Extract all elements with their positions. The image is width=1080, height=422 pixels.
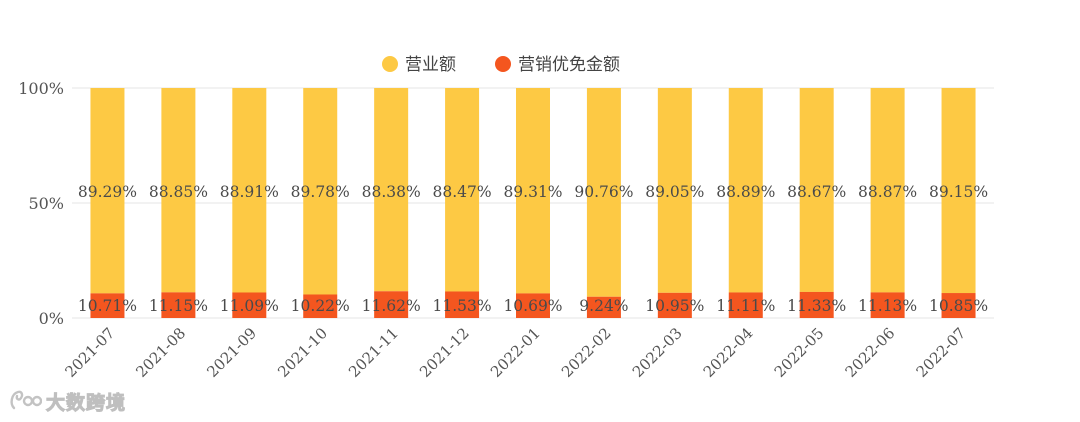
bar-marketing-discount[interactable] <box>728 292 763 318</box>
y-tick-label: 100% <box>18 79 64 98</box>
y-tick-label: 50% <box>28 194 64 213</box>
y-tick-label: 0% <box>39 309 64 328</box>
bar-marketing-discount[interactable] <box>161 292 196 318</box>
x-tick-label: 2021-07 <box>61 324 118 381</box>
x-tick-label: 2022-03 <box>629 324 686 381</box>
x-tick-label: 2021-09 <box>203 324 260 381</box>
bar-marketing-discount[interactable] <box>232 292 267 318</box>
bar-revenue[interactable] <box>657 88 692 293</box>
data-label-revenue: 88.91% <box>220 183 279 201</box>
bar-marketing-discount[interactable] <box>303 294 338 318</box>
watermark-text: 大数跨境 <box>45 391 127 414</box>
data-label-revenue: 88.85% <box>149 183 208 201</box>
x-tick-label: 2021-10 <box>274 324 331 381</box>
bar-marketing-discount[interactable] <box>586 296 621 318</box>
bar-revenue[interactable] <box>870 88 905 293</box>
data-label-marketing-discount: 11.33% <box>787 297 846 315</box>
x-tick-label: 2021-12 <box>416 324 473 381</box>
data-label-marketing-discount: 10.85% <box>929 297 988 315</box>
y-axis: 0% 50% 100% <box>18 79 64 328</box>
x-axis: 2021-07 2021-08 2021-09 2021-10 2021-11 2021-… <box>61 324 969 381</box>
bar-revenue[interactable] <box>90 88 125 294</box>
data-label-revenue: 89.05% <box>645 183 704 201</box>
bar-marketing-discount[interactable] <box>870 292 905 318</box>
data-label-marketing-discount: 9.24% <box>579 297 628 315</box>
bar-revenue[interactable] <box>445 88 480 292</box>
data-label-revenue: 88.67% <box>787 183 846 201</box>
data-label-marketing-discount: 10.71% <box>78 297 137 315</box>
legend-marker-icon <box>495 56 511 72</box>
bar-marketing-discount[interactable] <box>445 291 480 318</box>
bar-revenue[interactable] <box>303 88 338 295</box>
chart-bars <box>90 88 976 318</box>
bar-revenue[interactable] <box>232 88 267 293</box>
x-tick-label: 2022-06 <box>842 324 899 381</box>
legend-label: 营业额 <box>405 55 456 75</box>
data-label-revenue: 88.89% <box>716 183 775 201</box>
bar-revenue[interactable] <box>161 88 196 293</box>
data-label-marketing-discount: 11.11% <box>716 297 775 315</box>
data-label-revenue: 89.78% <box>291 183 350 201</box>
data-label-revenue: 89.31% <box>503 183 562 201</box>
x-tick-label: 2022-04 <box>700 324 757 381</box>
data-label-marketing-discount: 11.13% <box>858 297 917 315</box>
x-tick-label: 2022-02 <box>558 324 615 381</box>
data-label-marketing-discount: 10.69% <box>503 297 562 315</box>
bar-revenue[interactable] <box>374 88 409 292</box>
data-label-revenue: 90.76% <box>574 183 633 201</box>
data-label-marketing-discount: 10.95% <box>645 297 704 315</box>
bar-marketing-discount[interactable] <box>90 293 125 318</box>
bar-marketing-discount[interactable] <box>516 293 550 318</box>
data-label-revenue: 88.38% <box>362 183 421 201</box>
x-tick-label: 2022-07 <box>913 324 970 381</box>
bar-revenue[interactable] <box>728 88 763 293</box>
data-label-revenue: 88.87% <box>858 183 917 201</box>
bar-revenue[interactable] <box>516 88 550 294</box>
chart-legend[interactable]: 营业额 营销优免金额 <box>382 55 620 75</box>
data-label-marketing-discount: 11.53% <box>433 297 492 315</box>
x-tick-label: 2022-01 <box>487 324 544 381</box>
bar-marketing-discount[interactable] <box>374 291 409 318</box>
watermark-logo: 大数跨境 <box>8 384 126 418</box>
x-tick-label: 2022-05 <box>771 324 828 381</box>
data-labels: 89.29% 10.71% 88.85% 11.15% 88.91% 11.09% 89.7… <box>78 183 988 315</box>
watermark-logo-icon <box>10 390 42 410</box>
bar-marketing-discount[interactable] <box>799 291 834 318</box>
data-label-revenue: 89.29% <box>78 183 137 201</box>
data-label-marketing-discount: 11.15% <box>149 297 208 315</box>
x-tick-label: 2021-08 <box>132 324 189 381</box>
legend-item-marketing-discount[interactable]: 营销优免金额 <box>495 55 620 75</box>
data-label-revenue: 88.47% <box>433 183 492 201</box>
legend-marker-icon <box>382 56 398 72</box>
bar-revenue[interactable] <box>941 88 976 294</box>
bar-marketing-discount[interactable] <box>657 292 692 318</box>
bar-marketing-discount[interactable] <box>941 293 976 318</box>
x-tick-label: 2021-11 <box>345 324 402 381</box>
bar-revenue[interactable] <box>586 88 621 297</box>
data-label-marketing-discount: 11.62% <box>362 297 421 315</box>
bar-revenue[interactable] <box>799 88 834 292</box>
data-label-marketing-discount: 10.22% <box>291 297 350 315</box>
legend-label: 营销优免金额 <box>518 55 620 75</box>
data-label-revenue: 89.15% <box>929 183 988 201</box>
legend-item-revenue[interactable]: 营业额 <box>382 55 456 75</box>
data-label-marketing-discount: 11.09% <box>220 297 279 315</box>
